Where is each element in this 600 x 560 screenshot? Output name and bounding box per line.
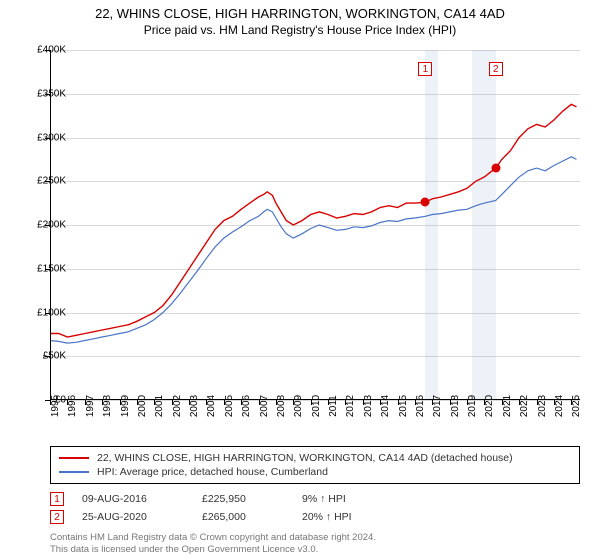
sale-marker-dot <box>421 198 430 207</box>
x-axis-label: 2015 <box>398 395 409 417</box>
x-axis-label: 1998 <box>102 395 113 417</box>
chart-container: 22, WHINS CLOSE, HIGH HARRINGTON, WORKIN… <box>0 0 600 560</box>
y-axis-label: £250K <box>37 176 66 187</box>
sale-row-flag: 2 <box>50 510 64 524</box>
legend-item: 22, WHINS CLOSE, HIGH HARRINGTON, WORKIN… <box>59 451 571 465</box>
line-chart-svg <box>50 50 580 400</box>
legend-swatch <box>59 471 89 473</box>
x-axis-label: 2001 <box>154 395 165 417</box>
y-axis-label: £150K <box>37 263 66 274</box>
legend-label: HPI: Average price, detached house, Cumb… <box>97 466 328 478</box>
sale-marker-flag: 2 <box>489 62 503 76</box>
legend-swatch <box>59 457 89 459</box>
y-axis-label: £400K <box>37 45 66 56</box>
sale-row-date: 09-AUG-2016 <box>82 493 202 505</box>
y-axis-label: £200K <box>37 220 66 231</box>
x-axis-label: 2014 <box>380 395 391 417</box>
x-axis-label: 2003 <box>189 395 200 417</box>
chart-title: 22, WHINS CLOSE, HIGH HARRINGTON, WORKIN… <box>0 0 600 21</box>
sale-marker-flag: 1 <box>418 62 432 76</box>
plot-area: 12 <box>50 50 580 400</box>
x-axis-label: 1997 <box>85 395 96 417</box>
sale-row-date: 25-AUG-2020 <box>82 511 202 523</box>
x-axis-label: 2023 <box>537 395 548 417</box>
x-axis-label: 2010 <box>311 395 322 417</box>
chart-subtitle: Price paid vs. HM Land Registry's House … <box>0 21 600 37</box>
x-axis-label: 2022 <box>519 395 530 417</box>
x-axis-label: 2002 <box>172 395 183 417</box>
sale-row: 2 25-AUG-2020£265,00020% ↑ HPI <box>50 508 580 526</box>
sale-row-diff: 9% ↑ HPI <box>302 493 382 505</box>
x-axis-label: 2009 <box>293 395 304 417</box>
y-axis-label: £300K <box>37 132 66 143</box>
x-axis-label: 2011 <box>328 395 339 417</box>
x-axis-label: 2006 <box>241 395 252 417</box>
x-axis-label: 2025 <box>571 395 582 417</box>
x-axis-label: 1995 <box>50 395 61 417</box>
x-axis-label: 2017 <box>432 395 443 417</box>
x-axis-label: 2008 <box>276 395 287 417</box>
sale-row: 1 09-AUG-2016£225,9509% ↑ HPI <box>50 490 580 508</box>
x-axis-label: 2018 <box>450 395 461 417</box>
x-axis-label: 2012 <box>345 395 356 417</box>
legend-item: HPI: Average price, detached house, Cumb… <box>59 465 571 479</box>
y-axis-label: £50K <box>43 351 66 362</box>
x-axis-label: 1996 <box>67 395 78 417</box>
sale-row-price: £225,950 <box>202 493 302 505</box>
x-axis-label: 2016 <box>415 395 426 417</box>
series-blue <box>50 157 577 343</box>
x-axis-label: 1999 <box>120 395 131 417</box>
y-axis-label: £100K <box>37 307 66 318</box>
sale-marker-dot <box>491 164 500 173</box>
attribution-text: Contains HM Land Registry data © Crown c… <box>50 532 376 556</box>
legend-label: 22, WHINS CLOSE, HIGH HARRINGTON, WORKIN… <box>97 452 513 464</box>
x-axis-label: 2020 <box>484 395 495 417</box>
x-axis-label: 2013 <box>363 395 374 417</box>
x-axis-label: 2024 <box>554 395 565 417</box>
sale-row-price: £265,000 <box>202 511 302 523</box>
x-axis-label: 2005 <box>224 395 235 417</box>
x-axis-label: 2019 <box>467 395 478 417</box>
sale-row-diff: 20% ↑ HPI <box>302 511 382 523</box>
x-axis-label: 2004 <box>206 395 217 417</box>
attribution-line-1: Contains HM Land Registry data © Crown c… <box>50 532 376 544</box>
attribution-line-2: This data is licensed under the Open Gov… <box>50 544 376 556</box>
sales-table: 1 09-AUG-2016£225,9509% ↑ HPI 2 25-AUG-2020… <box>50 490 580 526</box>
x-axis-label: 2007 <box>259 395 270 417</box>
y-axis-label: £350K <box>37 88 66 99</box>
x-axis-label: 2021 <box>502 395 513 417</box>
legend: 22, WHINS CLOSE, HIGH HARRINGTON, WORKIN… <box>50 446 580 484</box>
x-axis-label: 2000 <box>137 395 148 417</box>
sale-row-flag: 1 <box>50 492 64 506</box>
series-red <box>50 104 577 337</box>
